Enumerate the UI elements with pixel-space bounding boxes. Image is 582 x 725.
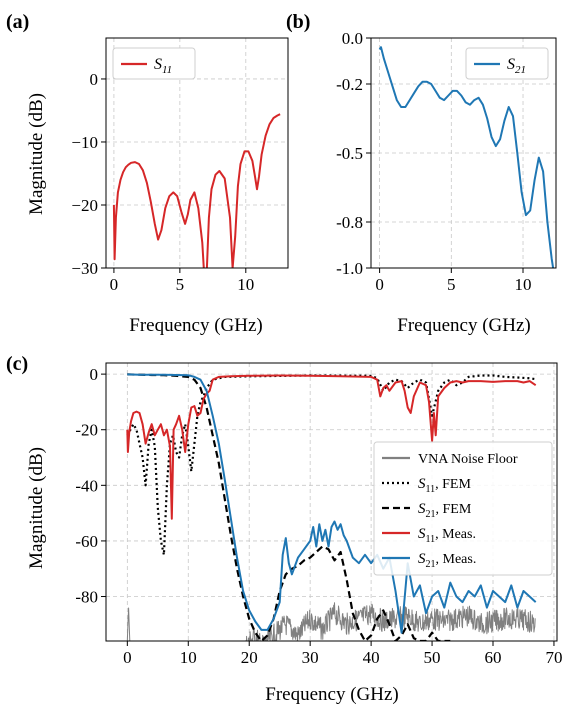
panel-c-grid: [106, 363, 557, 641]
panel-c-legend: VNA Noise Floor S11, FEM S21, FEM S11, Meas…: [373, 441, 553, 576]
y-tick-label: -0.2: [336, 75, 363, 94]
y-tick-label: -20: [75, 421, 98, 440]
x-tick-label: 0: [110, 275, 119, 294]
panel-c-xlabel: Frequency (GHz): [265, 684, 398, 705]
y-tick-label: -1.0: [336, 259, 363, 278]
y-tick-label: 0: [90, 365, 99, 384]
x-tick-label: 30: [302, 648, 319, 667]
series-line-vna-noise-floor: [126, 602, 536, 641]
y-tick-label: -40: [75, 476, 98, 495]
panel-b: (b) Frequency (GHz) 0 5 10 0.0 -0.2 -0.5 -0.8 -…: [286, 11, 557, 336]
x-tick-label: 60: [485, 648, 502, 667]
panel-b-series: [378, 46, 555, 268]
legend-label: S21, FEM: [418, 501, 472, 520]
panel-a-ylabel: Magnitude (dB): [26, 93, 47, 215]
series-line-s21-meas: [127, 373, 537, 634]
x-tick-label: 10: [180, 648, 197, 667]
y-tick-label: 0: [90, 70, 99, 89]
series-line-s21-fem: [127, 373, 451, 641]
panel-b-xlabel: Frequency (GHz): [397, 315, 530, 336]
y-tick-label: −10: [71, 133, 98, 152]
x-tick-label: 70: [545, 648, 562, 667]
panel-c-series: [126, 373, 537, 641]
panel-a-label: (a): [6, 11, 29, 33]
panel-c-label: (c): [6, 353, 28, 375]
y-tick-label: 0.0: [342, 29, 363, 48]
series-line-s21: [378, 46, 555, 268]
legend-label: VNA Noise Floor: [418, 452, 518, 467]
y-tick-label: −30: [71, 259, 98, 278]
y-tick-label: -0.5: [336, 144, 363, 163]
x-tick-label: 0: [375, 275, 384, 294]
x-tick-label: 10: [515, 275, 532, 294]
series-line-s11: [112, 113, 281, 268]
panel-b-ticks: 0 5 10 0.0 -0.2 -0.5 -0.8 -1.0: [336, 29, 531, 294]
panel-b-legend-label: S21: [507, 56, 526, 76]
x-tick-label: 5: [176, 275, 185, 294]
panel-c-ticks: 0 10 20 30 40 50 60 70 0 -20 -40 -60 -80: [75, 365, 562, 667]
x-tick-label: 10: [237, 275, 254, 294]
panel-a-ticks: 0 5 10 0 −10 −20 −30: [71, 70, 254, 294]
panel-c-frame: [105, 362, 558, 642]
panel-c-ylabel: Magnitude (dB): [26, 447, 47, 569]
panel-a-xlabel: Frequency (GHz): [129, 315, 262, 336]
y-tick-label: −20: [71, 196, 98, 215]
x-tick-label: 40: [363, 648, 380, 667]
x-tick-label: 0: [123, 648, 132, 667]
x-tick-label: 5: [447, 275, 456, 294]
panel-a-legend: S11: [112, 47, 196, 80]
series-line-s11-fem: [126, 374, 536, 556]
y-tick-label: -0.8: [336, 213, 363, 232]
panel-a-legend-label: S11: [154, 56, 172, 76]
series-line-s11-meas: [126, 374, 537, 520]
legend-label: S11, Meas.: [418, 526, 476, 545]
panel-b-label: (b): [286, 11, 310, 33]
y-tick-label: -80: [75, 588, 98, 607]
y-tick-label: -60: [75, 532, 98, 551]
legend-label: S11, FEM: [418, 476, 471, 495]
panel-b-legend: S21: [465, 47, 549, 80]
panel-a-frame: [105, 37, 289, 269]
legend-label: S21, Meas.: [418, 551, 476, 570]
legend-box: [373, 441, 553, 576]
x-tick-label: 20: [241, 648, 258, 667]
x-tick-label: 50: [424, 648, 441, 667]
panel-c: (c) Magnitude (dB) Frequency (GHz) 0 10 20…: [6, 353, 562, 705]
panel-a: (a) Magnitude (dB) Frequency (GHz) 0 5 100…: [6, 11, 289, 336]
panel-a-series: [112, 113, 281, 268]
